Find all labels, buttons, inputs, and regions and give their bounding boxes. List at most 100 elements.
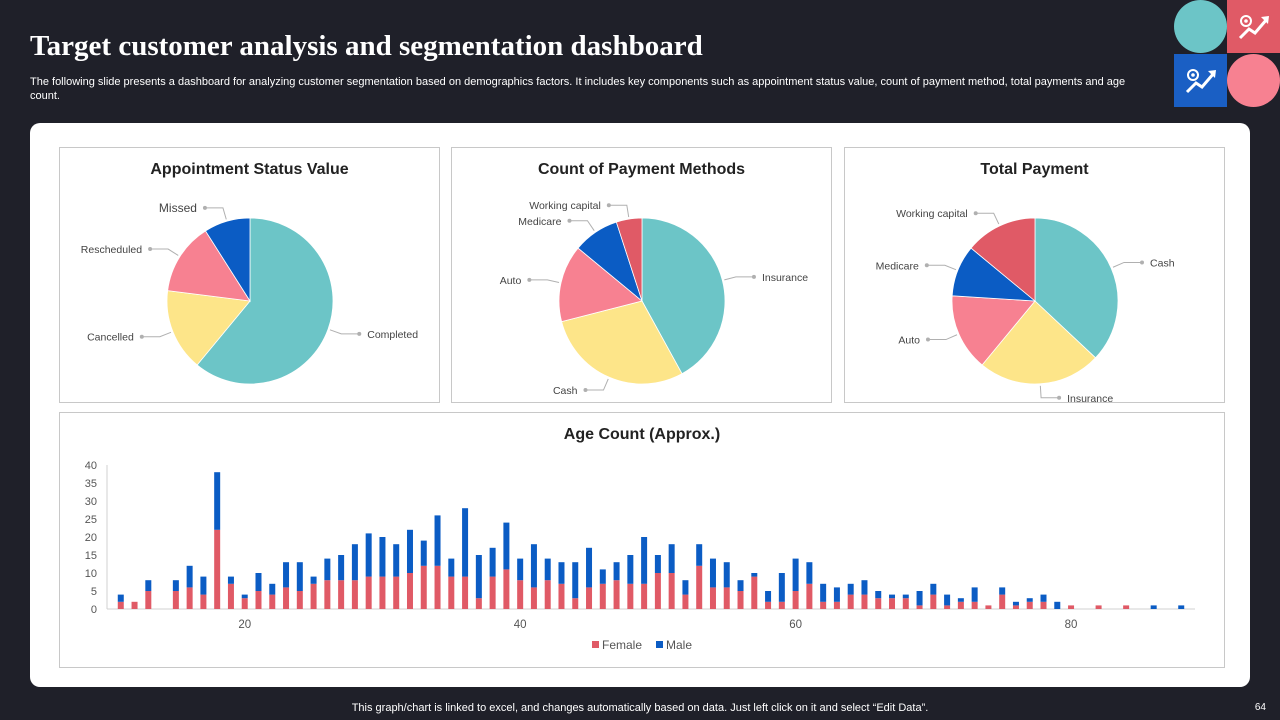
bar-female[interactable] <box>1095 605 1102 609</box>
bar-male[interactable] <box>627 555 634 584</box>
pie-slice[interactable] <box>641 217 726 375</box>
bar-male[interactable] <box>283 562 290 588</box>
bar-male[interactable] <box>723 562 730 588</box>
bar-male[interactable] <box>338 555 345 581</box>
bar-male[interactable] <box>214 472 221 530</box>
bar-female[interactable] <box>833 601 840 609</box>
bar-female[interactable] <box>599 583 606 609</box>
bar-female[interactable] <box>668 573 675 609</box>
bar-male[interactable] <box>475 555 482 599</box>
bar-male[interactable] <box>365 533 372 577</box>
bar-male[interactable] <box>971 587 978 602</box>
bar-female[interactable] <box>627 583 634 609</box>
bar-male[interactable] <box>186 565 193 588</box>
pie-slice[interactable] <box>615 217 643 302</box>
pie-slice[interactable] <box>1034 217 1119 359</box>
bar-female[interactable] <box>751 576 758 609</box>
pie-slice[interactable] <box>981 300 1097 385</box>
pie-slice[interactable] <box>561 300 683 385</box>
pie-slice[interactable] <box>204 217 251 303</box>
bar-female[interactable] <box>241 598 248 609</box>
bar-male[interactable] <box>406 529 413 573</box>
bar-female[interactable] <box>572 598 579 609</box>
bar-female[interactable] <box>1012 605 1019 609</box>
bar-male[interactable] <box>145 580 152 591</box>
bar-male[interactable] <box>420 540 427 566</box>
bar-female[interactable] <box>586 587 593 609</box>
bar-male[interactable] <box>393 544 400 577</box>
bar-female[interactable] <box>792 591 799 609</box>
bar-male[interactable] <box>668 544 675 573</box>
bar-male[interactable] <box>544 558 551 581</box>
bar-male[interactable] <box>448 558 455 577</box>
bar-female[interactable] <box>1068 605 1075 609</box>
bar-female[interactable] <box>723 587 730 609</box>
bar-female[interactable] <box>861 594 868 609</box>
bar-female[interactable] <box>544 580 551 609</box>
bar-male[interactable] <box>462 508 469 577</box>
bar-male[interactable] <box>765 591 772 602</box>
bar-male[interactable] <box>517 558 524 581</box>
bar-female[interactable] <box>696 565 703 609</box>
bar-male[interactable] <box>778 573 785 602</box>
bar-male[interactable] <box>737 580 744 591</box>
bar-male[interactable] <box>172 580 179 591</box>
bar-male[interactable] <box>310 576 317 584</box>
bar-female[interactable] <box>255 591 262 609</box>
bar-male[interactable] <box>751 573 758 577</box>
pie-slice[interactable] <box>166 290 251 366</box>
bar-female[interactable] <box>269 594 276 609</box>
bar-female[interactable] <box>200 594 207 609</box>
bar-female[interactable] <box>1123 605 1130 609</box>
bar-female[interactable] <box>944 605 951 609</box>
bar-female[interactable] <box>379 576 386 609</box>
bar-female[interactable] <box>448 576 455 609</box>
bar-male[interactable] <box>654 555 661 573</box>
bar-female[interactable] <box>875 598 882 609</box>
bar-female[interactable] <box>999 594 1006 609</box>
bar-female[interactable] <box>847 594 854 609</box>
bar-female[interactable] <box>406 573 413 609</box>
bar-female[interactable] <box>930 594 937 609</box>
bar-female[interactable] <box>889 598 896 609</box>
bar-female[interactable] <box>172 591 179 609</box>
bar-male[interactable] <box>434 515 441 566</box>
bar-male[interactable] <box>530 544 537 588</box>
bar-male[interactable] <box>489 547 496 577</box>
bar-male[interactable] <box>1150 605 1157 609</box>
bar-male[interactable] <box>847 583 854 595</box>
bar-male[interactable] <box>1026 598 1033 602</box>
bar-female[interactable] <box>283 587 290 609</box>
pie-slice[interactable] <box>558 247 643 323</box>
bar-female[interactable] <box>916 605 923 609</box>
bar-male[interactable] <box>269 583 276 595</box>
bar-male[interactable] <box>200 576 207 595</box>
bar-male[interactable] <box>696 544 703 566</box>
bar-male[interactable] <box>324 558 331 581</box>
bar-male[interactable] <box>613 562 620 581</box>
bar-male[interactable] <box>296 562 303 591</box>
bar-male[interactable] <box>820 583 827 602</box>
bar-male[interactable] <box>503 522 510 570</box>
bar-female[interactable] <box>641 583 648 609</box>
bar-male[interactable] <box>709 558 716 588</box>
bar-male[interactable] <box>916 591 923 606</box>
bar-female[interactable] <box>227 583 234 609</box>
bar-female[interactable] <box>393 576 400 609</box>
bar-male[interactable] <box>599 569 606 584</box>
bar-female[interactable] <box>517 580 524 609</box>
bar-male[interactable] <box>792 558 799 591</box>
bar-male[interactable] <box>944 594 951 606</box>
bar-female[interactable] <box>503 569 510 609</box>
bar-female[interactable] <box>131 601 138 609</box>
pie-slice[interactable] <box>951 295 1036 366</box>
bar-male[interactable] <box>902 594 909 599</box>
bar-male[interactable] <box>351 544 358 581</box>
bar-female[interactable] <box>324 580 331 609</box>
bar-female[interactable] <box>957 601 964 609</box>
pie-slice[interactable] <box>167 230 251 302</box>
bar-female[interactable] <box>475 598 482 609</box>
bar-female[interactable] <box>765 601 772 609</box>
bar-male[interactable] <box>641 537 648 584</box>
bar-male[interactable] <box>957 598 964 602</box>
